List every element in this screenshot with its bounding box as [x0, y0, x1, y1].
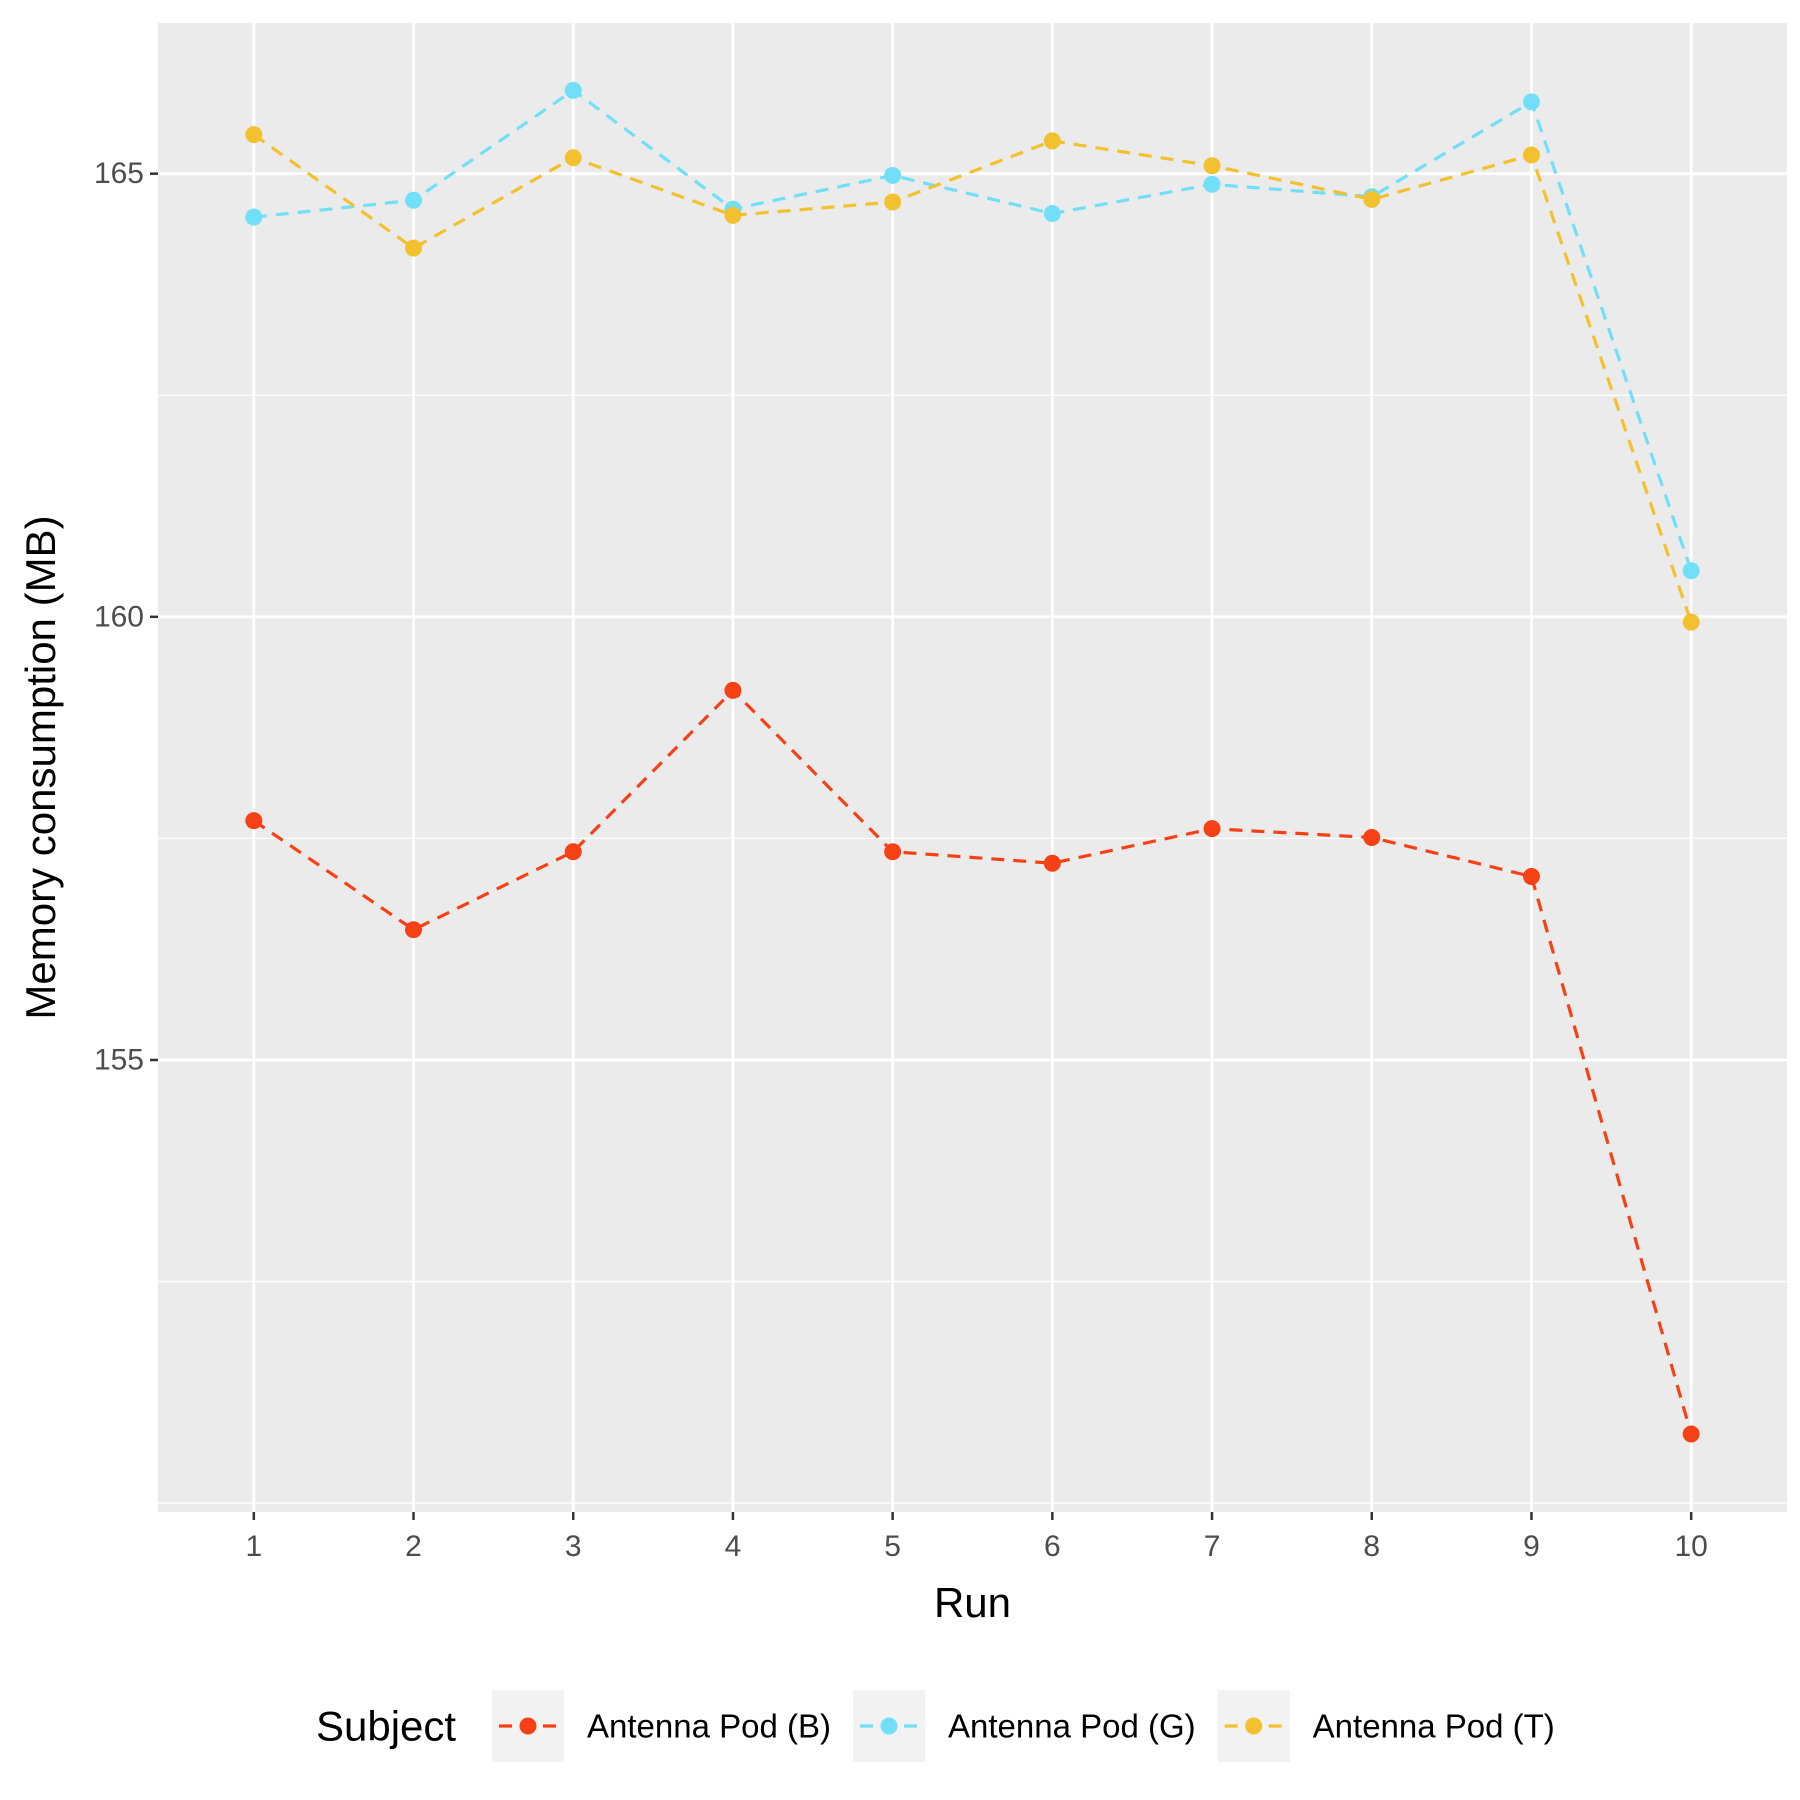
data-point [1203, 157, 1221, 175]
data-point [884, 193, 902, 211]
grid-lines [158, 23, 1787, 1512]
data-point [724, 206, 742, 224]
data-point [724, 681, 742, 699]
axes: 155 160 165 1 2 3 4 5 6 7 8 9 10 [94, 157, 1708, 1563]
data-point [884, 843, 902, 861]
data-point [1363, 829, 1381, 847]
x-tick-label: 2 [405, 1530, 422, 1563]
legend: Subject Antenna Pod (B) Antenna Pod (G) An… [316, 1690, 1555, 1762]
data-point [1522, 868, 1540, 886]
series-line [252, 133, 1693, 623]
data-point [564, 843, 582, 861]
legend-item-3: Antenna Pod (T) [1217, 1690, 1555, 1762]
legend-key-point [880, 1717, 898, 1735]
y-tick-label: 155 [94, 1043, 144, 1076]
legend-key-point [519, 1717, 537, 1735]
series-3 [245, 126, 1700, 631]
legend-item-1: Antenna Pod (B) [492, 1690, 831, 1762]
plot-background [158, 23, 1787, 1512]
data-point [405, 921, 423, 939]
data-point [245, 126, 263, 144]
y-axis-title: Memory consumption (MB) [17, 515, 64, 1019]
data-point [1043, 854, 1061, 872]
legend-title: Subject [316, 1703, 456, 1750]
data-point [245, 208, 263, 226]
data-point [1043, 132, 1061, 150]
data-point [1203, 175, 1221, 193]
data-point [1363, 190, 1381, 208]
x-tick-label: 5 [884, 1530, 901, 1563]
legend-key-point [1245, 1717, 1263, 1735]
y-tick-label: 160 [94, 600, 144, 633]
series-1 [245, 681, 1700, 1443]
legend-label: Antenna Pod (B) [587, 1708, 831, 1745]
x-tick-label: 3 [565, 1530, 582, 1563]
legend-label: Antenna Pod (G) [948, 1708, 1196, 1745]
x-tick-label: 8 [1363, 1530, 1380, 1563]
legend-item-2: Antenna Pod (G) [853, 1690, 1196, 1762]
x-tick-label: 1 [245, 1530, 262, 1563]
series-line [252, 688, 1693, 1435]
data-point [884, 166, 902, 184]
x-axis-title: Run [934, 1579, 1011, 1626]
data-point [1522, 93, 1540, 111]
data-point [1682, 1425, 1700, 1443]
data-point [1043, 205, 1061, 223]
data-point [564, 81, 582, 99]
x-tick-label: 6 [1044, 1530, 1061, 1563]
series-group [245, 81, 1700, 1443]
legend-label: Antenna Pod (T) [1313, 1708, 1555, 1745]
data-point [1522, 146, 1540, 164]
data-point [245, 812, 263, 830]
data-point [1203, 820, 1221, 838]
x-tick-label: 7 [1204, 1530, 1221, 1563]
data-point [405, 239, 423, 257]
x-tick-label: 10 [1674, 1530, 1707, 1563]
series-line [253, 88, 1693, 572]
data-point [405, 191, 423, 209]
data-point [564, 149, 582, 167]
x-tick-label: 4 [725, 1530, 742, 1563]
plot-panel [158, 23, 1787, 1512]
data-point [1682, 613, 1700, 631]
x-tick-label: 9 [1523, 1530, 1540, 1563]
data-point [1682, 562, 1700, 580]
y-tick-label: 165 [94, 157, 144, 190]
